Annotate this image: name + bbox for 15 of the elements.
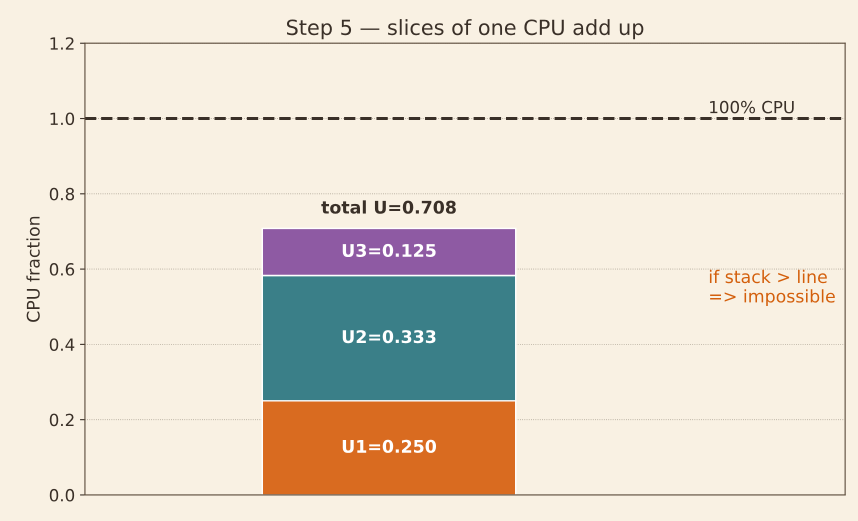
y-axis-title: CPU fraction [26,216,40,322]
y-tick-label: 0.6 [50,263,74,276]
y-tick-label: 0.2 [50,414,74,426]
y-tick-label: 0.8 [50,188,74,200]
total-label: total U=0.708 [321,200,456,214]
y-tick-label: 1.2 [50,37,74,50]
ref-line-label: 100% CPU [710,100,794,114]
data-label: U3=0.125 [342,244,436,258]
data-label: U1=0.250 [342,440,436,453]
data-label: U2=0.333 [342,330,436,344]
y-tick-label: 0.0 [50,488,74,502]
annotation: if stack > line => impossible [710,270,835,306]
chart-title: Step 5 — slices of one CPU add up [286,19,644,40]
y-tick-label: 1.0 [50,112,74,126]
y-tick-label: 0.4 [50,338,74,351]
